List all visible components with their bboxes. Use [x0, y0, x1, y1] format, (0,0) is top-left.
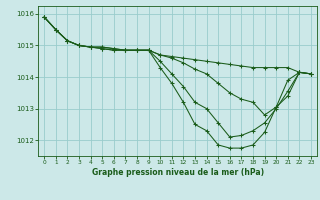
X-axis label: Graphe pression niveau de la mer (hPa): Graphe pression niveau de la mer (hPa): [92, 168, 264, 177]
